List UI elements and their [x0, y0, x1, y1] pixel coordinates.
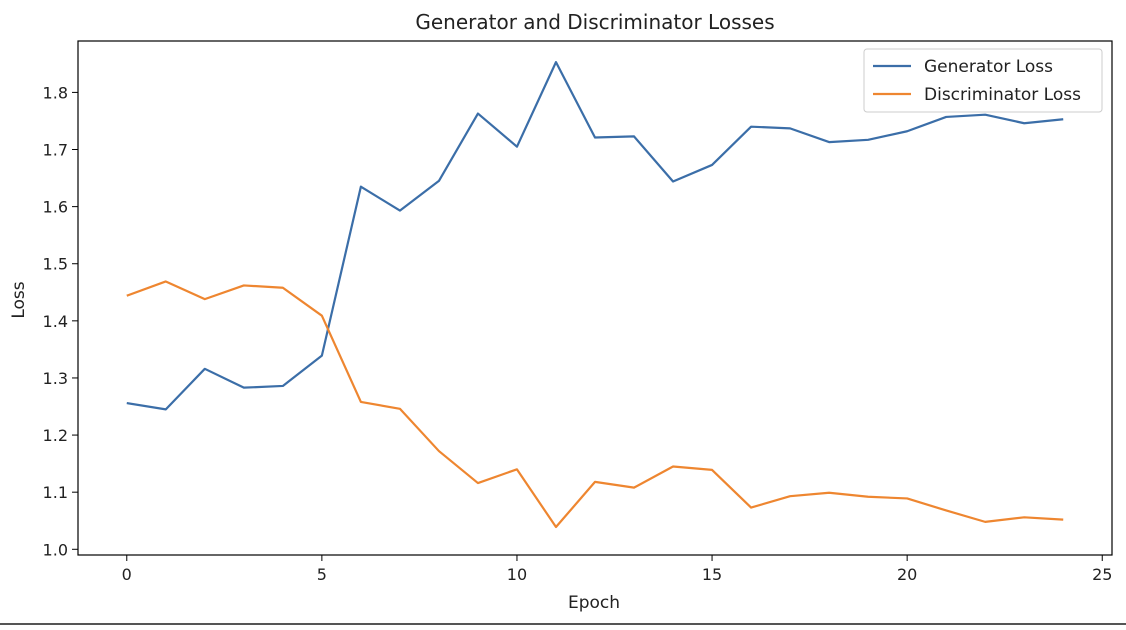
y-tick-label: 1.1: [43, 483, 68, 502]
x-tick-label: 0: [122, 565, 132, 584]
y-tick-label: 1.2: [43, 426, 68, 445]
x-axis: 0 5 10 15 20 25: [122, 555, 1112, 584]
y-tick-label: 1.7: [43, 141, 68, 160]
series-line-generator-loss: [126, 61, 1064, 411]
legend: Generator Loss Discriminator Loss: [863, 48, 1103, 113]
legend-label-discriminator: Discriminator Loss: [924, 85, 1081, 105]
y-tick-label: 1.5: [43, 255, 68, 274]
chart-title: Generator and Discriminator Losses: [415, 10, 774, 34]
y-tick-label: 1.4: [43, 312, 68, 331]
y-axis-label: Loss: [9, 281, 29, 318]
y-tick-label: 1.6: [43, 198, 68, 217]
x-tick-label: 20: [897, 565, 917, 584]
series-line-discriminator-loss: [126, 280, 1064, 529]
legend-box: [863, 48, 1103, 113]
x-tick-label: 15: [702, 565, 722, 584]
bottom-divider: [0, 623, 1126, 625]
x-tick-label: 5: [317, 565, 327, 584]
plot-area: [77, 40, 1113, 556]
y-tick-label: 1.0: [43, 540, 68, 559]
y-tick-label: 1.3: [43, 369, 68, 388]
y-tick-label: 1.8: [43, 83, 68, 102]
x-axis-label: Epoch: [568, 593, 620, 613]
x-tick-label: 25: [1092, 565, 1112, 584]
x-tick-label: 10: [507, 565, 527, 584]
y-axis: 1.0 1.1 1.2 1.3 1.4 1.5 1.6 1.7 1.8: [43, 83, 78, 559]
legend-label-generator: Generator Loss: [924, 57, 1053, 77]
series-lines: [126, 61, 1064, 529]
